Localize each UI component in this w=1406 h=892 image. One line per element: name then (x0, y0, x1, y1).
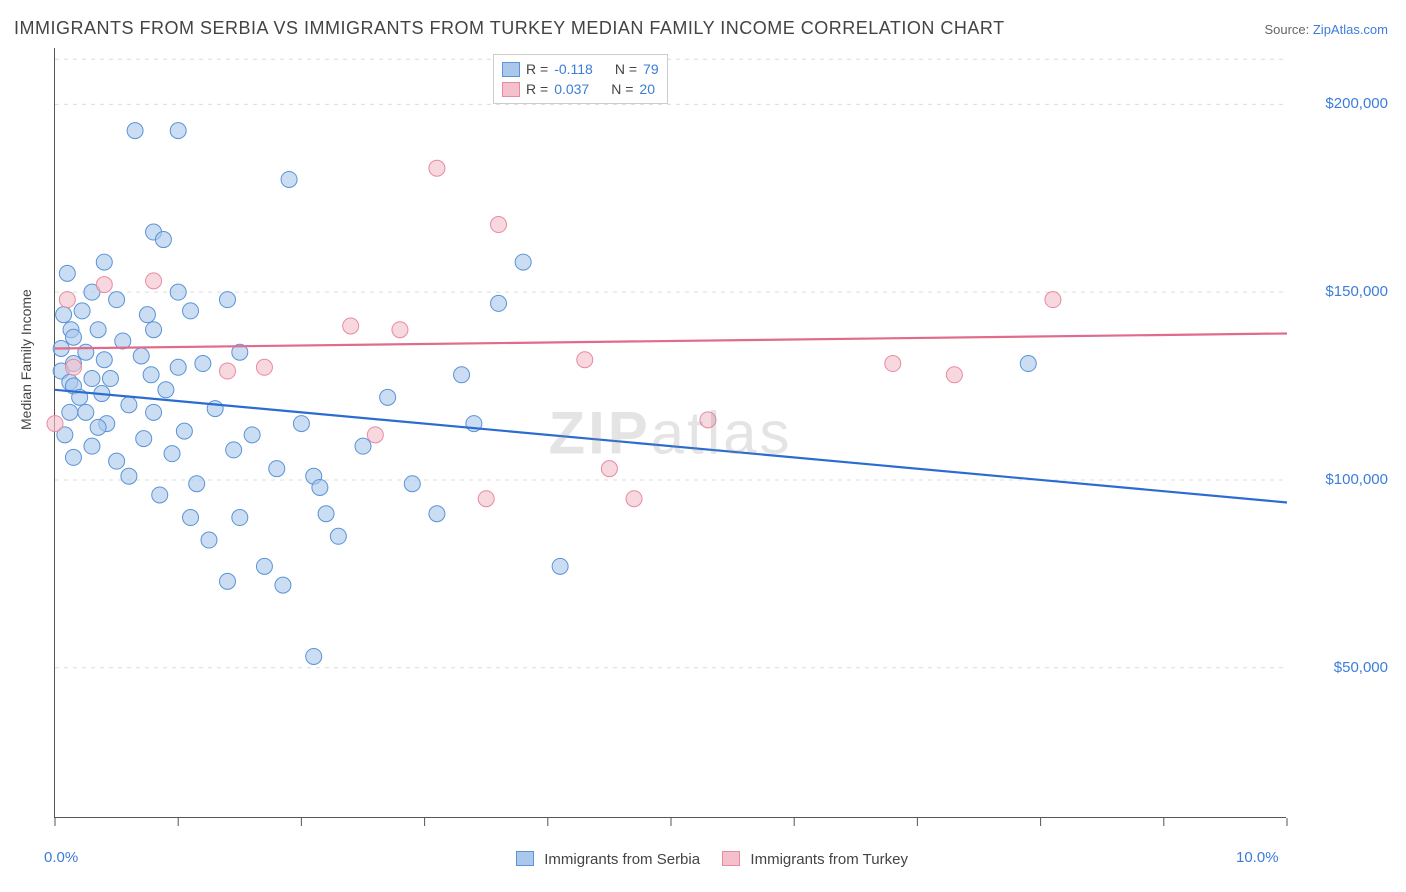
x-tick-label: 0.0% (44, 849, 78, 866)
legend-r-value: 0.037 (554, 81, 589, 97)
legend-label-turkey: Immigrants from Turkey (750, 851, 908, 868)
chart-svg (55, 48, 1287, 818)
y-tick-label: $150,000 (1288, 283, 1388, 300)
y-axis-label: Median Family Income (18, 289, 34, 430)
source-prefix: Source: (1264, 22, 1312, 37)
legend-r-label: R = (526, 61, 548, 77)
legend-row-turkey: R = 0.037 N = 20 (502, 79, 659, 99)
legend-swatch-serbia (502, 62, 520, 77)
source-credit: Source: ZipAtlas.com (1264, 22, 1388, 37)
legend-r-label: R = (526, 81, 548, 97)
legend-series: Immigrants from Serbia Immigrants from T… (0, 851, 1406, 868)
legend-row-serbia: R = -0.118 N = 79 (502, 59, 659, 79)
legend-correlation: R = -0.118 N = 79 R = 0.037 N = 20 (493, 54, 668, 104)
chart-title: IMMIGRANTS FROM SERBIA VS IMMIGRANTS FRO… (14, 18, 1005, 39)
y-tick-label: $50,000 (1288, 659, 1388, 676)
legend-n-label: N = (615, 61, 637, 77)
legend-r-value: -0.118 (554, 61, 593, 77)
legend-label-serbia: Immigrants from Serbia (544, 851, 700, 868)
legend-n-value: 20 (639, 81, 655, 97)
y-tick-label: $100,000 (1288, 471, 1388, 488)
legend-n-label: N = (611, 81, 633, 97)
legend-swatch-serbia (516, 851, 534, 866)
legend-n-value: 79 (643, 61, 659, 77)
x-tick-label: 10.0% (1236, 849, 1279, 866)
source-link[interactable]: ZipAtlas.com (1313, 22, 1388, 37)
plot-area: ZIPatlas (54, 48, 1286, 818)
legend-swatch-turkey (722, 851, 740, 866)
y-tick-label: $200,000 (1288, 95, 1388, 112)
legend-swatch-turkey (502, 82, 520, 97)
